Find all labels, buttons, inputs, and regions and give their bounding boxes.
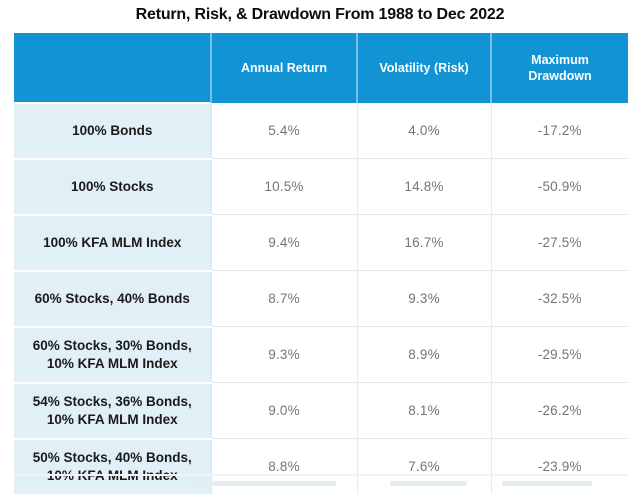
row-label: 100% Bonds [14,103,211,159]
cell-max-drawdown: -27.5% [491,215,628,271]
cell-annual-return: 9.0% [211,383,357,439]
cell-volatility: 16.7% [357,215,491,271]
cell-max-drawdown: -17.2% [491,103,628,159]
row-label: 60% Stocks, 40% Bonds [14,271,211,327]
table-header: Annual Return Volatility (Risk) Maximum … [14,33,628,103]
header-cell-portfolio [14,33,211,103]
cell-max-drawdown: -26.2% [491,383,628,439]
table-row: 60% Stocks, 40% Bonds 8.7% 9.3% -32.5% [14,271,628,327]
row-label: 60% Stocks, 30% Bonds, 10% KFA MLM Index [14,327,211,383]
cropped-content-bar [390,481,467,486]
table-row: 100% Bonds 5.4% 4.0% -17.2% [14,103,628,159]
cell-volatility: 8.1% [357,383,491,439]
table-body: 100% Bonds 5.4% 4.0% -17.2% 100% Stocks … [14,103,628,494]
chart-title: Return, Risk, & Drawdown From 1988 to De… [0,6,640,24]
cell-annual-return: 10.5% [211,159,357,215]
data-table: Annual Return Volatility (Risk) Maximum … [14,33,628,494]
table-row: 100% KFA MLM Index 9.4% 16.7% -27.5% [14,215,628,271]
row-label: 54% Stocks, 36% Bonds, 10% KFA MLM Index [14,383,211,439]
header-cell-volatility: Volatility (Risk) [357,33,491,103]
cell-max-drawdown: -29.5% [491,327,628,383]
cropped-content-bar [197,481,336,486]
cell-max-drawdown: -32.5% [491,271,628,327]
cell-volatility: 9.3% [357,271,491,327]
cell-annual-return: 9.4% [211,215,357,271]
table-row: 60% Stocks, 30% Bonds, 10% KFA MLM Index… [14,327,628,383]
header-cell-annual-return: Annual Return [211,33,357,103]
cropped-content-bar [502,481,592,486]
cell-max-drawdown: -50.9% [491,159,628,215]
row-label: 100% KFA MLM Index [14,215,211,271]
cell-volatility: 8.9% [357,327,491,383]
header-row: Annual Return Volatility (Risk) Maximum … [14,33,628,103]
cell-annual-return: 9.3% [211,327,357,383]
table-row: 100% Stocks 10.5% 14.8% -50.9% [14,159,628,215]
cell-annual-return: 8.7% [211,271,357,327]
row-label: 100% Stocks [14,159,211,215]
cell-volatility: 14.8% [357,159,491,215]
cell-annual-return: 5.4% [211,103,357,159]
table-bottom-edge [14,474,628,476]
header-cell-max-drawdown: Maximum Drawdown [491,33,628,103]
cell-volatility: 4.0% [357,103,491,159]
returns-risk-drawdown-table: Annual Return Volatility (Risk) Maximum … [14,33,628,494]
table-row: 54% Stocks, 36% Bonds, 10% KFA MLM Index… [14,383,628,439]
